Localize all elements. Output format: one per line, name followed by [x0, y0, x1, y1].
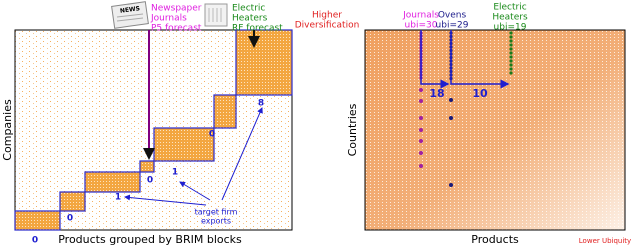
- dot: [449, 98, 453, 102]
- arrow: [124, 194, 207, 206]
- dot: [509, 31, 513, 35]
- heaters-note: Heaters: [492, 13, 528, 23]
- newspaper-icon: NEWS: [111, 1, 149, 29]
- heaters-note: ubi=19: [494, 23, 527, 33]
- corner-label: 0: [32, 236, 38, 246]
- x-label: Products: [471, 233, 519, 246]
- heater-note: Electric: [232, 4, 265, 14]
- left-panel: Companies Products grouped by BRIM block…: [1, 1, 293, 246]
- newspaper-note: P5 forecast: [151, 24, 202, 34]
- dot: [509, 35, 513, 39]
- blocks: [14, 29, 293, 231]
- corner-note: Lower Ubiquity: [579, 237, 631, 245]
- arrow: [450, 30, 510, 89]
- heater-note: Heaters: [232, 14, 268, 24]
- heater-icon: [204, 3, 228, 27]
- dot: [509, 51, 513, 55]
- ovens-note: Ovens: [438, 11, 467, 21]
- dot: [419, 116, 423, 120]
- heater-note: RF forecast: [232, 24, 283, 34]
- dot: [419, 128, 423, 132]
- arrow: [420, 30, 450, 89]
- dot: [509, 63, 513, 67]
- dot: [509, 39, 513, 43]
- icon-text: NEWS: [120, 5, 141, 15]
- diversification-note: Diversification: [295, 21, 360, 31]
- pointer-label: 1: [115, 193, 121, 203]
- right-panel: 18 10 Countries Products Lower Ubiquity …: [295, 3, 631, 247]
- dot: [419, 151, 423, 155]
- block: [59, 191, 86, 212]
- block: [213, 94, 237, 129]
- block: [153, 127, 215, 162]
- block-label: 0: [209, 130, 215, 140]
- block-label: 0: [67, 214, 73, 224]
- matrix-frame: [364, 29, 626, 231]
- dot: [509, 43, 513, 47]
- dot: [419, 139, 423, 143]
- block: [14, 210, 61, 231]
- distance-label: 18: [429, 87, 444, 100]
- journals-note: ubi=30: [405, 21, 438, 31]
- dot: [419, 164, 423, 168]
- dot: [449, 183, 453, 187]
- diversification-note: Higher: [312, 11, 342, 21]
- block-label: 0: [147, 176, 153, 186]
- y-label: Countries: [346, 103, 359, 156]
- dot: [509, 55, 513, 59]
- dot: [449, 116, 453, 120]
- block: [235, 29, 293, 96]
- newspaper-note: Journals: [150, 14, 187, 24]
- dot: [509, 47, 513, 51]
- block-label: 8: [258, 99, 264, 109]
- dot: [419, 99, 423, 103]
- newspaper-note: Newspaper: [151, 4, 202, 14]
- dot: [509, 71, 513, 75]
- y-label: Companies: [1, 99, 14, 161]
- distance-arrows: [420, 30, 510, 89]
- dot: [509, 59, 513, 63]
- block: [139, 160, 155, 173]
- dot: [419, 88, 423, 92]
- block: [84, 171, 141, 193]
- journals-note: Journals: [402, 11, 439, 21]
- target-note: target firm: [195, 208, 238, 217]
- ovens-note: ubi=29: [436, 21, 469, 31]
- dot: [509, 67, 513, 71]
- pointer-arrows: [124, 107, 263, 206]
- target-note: exports: [201, 217, 231, 226]
- distance-label: 10: [472, 87, 488, 100]
- arrow: [179, 181, 211, 201]
- block-label: 1: [172, 168, 178, 178]
- arrow: [221, 107, 263, 201]
- product-columns: [419, 31, 513, 187]
- x-label: Products grouped by BRIM blocks: [58, 233, 242, 246]
- heaters-note: Electric: [493, 3, 526, 13]
